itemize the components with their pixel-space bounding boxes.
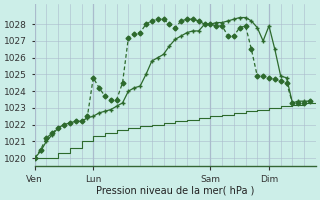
X-axis label: Pression niveau de la mer( hPa ): Pression niveau de la mer( hPa ) (96, 186, 254, 196)
